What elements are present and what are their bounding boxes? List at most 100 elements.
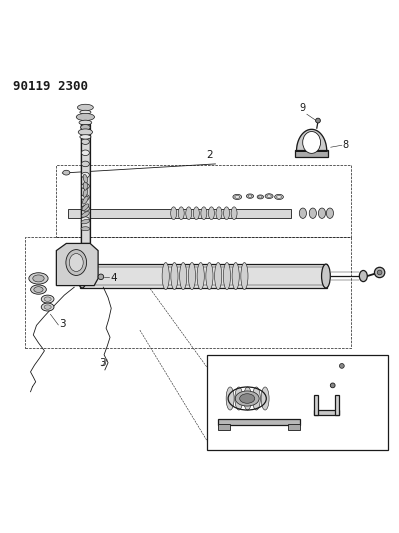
Bar [314,394,318,415]
Ellipse shape [79,120,92,125]
Ellipse shape [235,196,240,198]
Ellipse shape [81,227,90,231]
Bar [218,419,300,425]
Text: 2: 2 [206,150,213,160]
Ellipse shape [44,297,51,301]
Ellipse shape [171,207,177,220]
Ellipse shape [215,263,222,289]
Ellipse shape [44,305,51,309]
Ellipse shape [326,208,334,219]
Text: 6: 6 [223,355,229,365]
Bar [336,394,340,415]
Text: 90119 2300: 90119 2300 [13,79,88,93]
Ellipse shape [232,263,239,289]
Ellipse shape [83,189,88,197]
Ellipse shape [81,128,89,133]
Ellipse shape [275,195,283,199]
Ellipse shape [267,195,271,197]
Circle shape [377,270,382,275]
Ellipse shape [81,195,89,200]
Ellipse shape [81,183,89,189]
Ellipse shape [162,263,169,289]
Ellipse shape [261,387,269,410]
Ellipse shape [299,208,306,219]
Ellipse shape [235,391,259,406]
Ellipse shape [247,194,254,198]
Bar [288,424,300,430]
Ellipse shape [223,207,229,220]
Ellipse shape [66,249,87,276]
Text: 8: 8 [343,140,349,150]
Ellipse shape [77,104,93,111]
Ellipse shape [223,263,231,289]
Circle shape [316,118,320,123]
Ellipse shape [33,275,44,282]
Ellipse shape [29,273,48,284]
Ellipse shape [180,263,187,289]
Circle shape [98,274,104,280]
Text: 4: 4 [110,273,117,282]
Ellipse shape [233,195,242,199]
Ellipse shape [197,263,204,289]
Ellipse shape [186,207,192,220]
Ellipse shape [235,387,243,410]
Ellipse shape [240,394,255,403]
Text: 5: 5 [292,355,298,365]
Text: 7: 7 [284,432,290,442]
Ellipse shape [248,195,252,197]
Ellipse shape [80,135,91,139]
Ellipse shape [206,263,213,289]
Ellipse shape [178,207,184,220]
Ellipse shape [322,264,330,288]
Ellipse shape [277,196,281,198]
Ellipse shape [253,387,260,410]
Text: 9: 9 [300,103,306,114]
Ellipse shape [318,208,326,219]
Ellipse shape [257,195,263,199]
Ellipse shape [81,217,89,222]
Ellipse shape [81,125,90,130]
Ellipse shape [216,207,222,220]
Ellipse shape [244,387,252,410]
Ellipse shape [78,129,93,135]
Text: 4: 4 [332,355,338,365]
Ellipse shape [359,270,367,281]
Ellipse shape [81,117,89,122]
Text: 1: 1 [214,413,221,423]
Ellipse shape [41,303,54,311]
Circle shape [340,364,344,368]
Ellipse shape [82,204,89,211]
Ellipse shape [81,150,89,156]
Ellipse shape [208,207,214,220]
Ellipse shape [303,132,320,154]
Bar [81,124,90,244]
Ellipse shape [34,287,43,293]
Ellipse shape [83,196,88,204]
Ellipse shape [81,212,89,217]
Ellipse shape [80,110,91,114]
Ellipse shape [31,285,46,294]
Ellipse shape [81,172,89,178]
Text: 3: 3 [59,319,66,329]
Ellipse shape [226,387,234,410]
Ellipse shape [63,170,70,175]
Ellipse shape [83,181,87,190]
Ellipse shape [171,263,178,289]
Ellipse shape [83,174,88,183]
Ellipse shape [201,207,207,220]
Bar [68,209,291,217]
Ellipse shape [41,295,54,303]
Ellipse shape [231,207,237,220]
Circle shape [330,383,335,388]
Circle shape [374,267,385,278]
Ellipse shape [81,220,90,224]
Ellipse shape [81,206,89,211]
Ellipse shape [81,161,89,167]
Ellipse shape [76,114,95,120]
Ellipse shape [265,193,273,198]
Polygon shape [56,244,98,286]
Bar [207,355,388,450]
Ellipse shape [78,264,87,288]
Ellipse shape [309,208,316,219]
Ellipse shape [81,139,89,144]
